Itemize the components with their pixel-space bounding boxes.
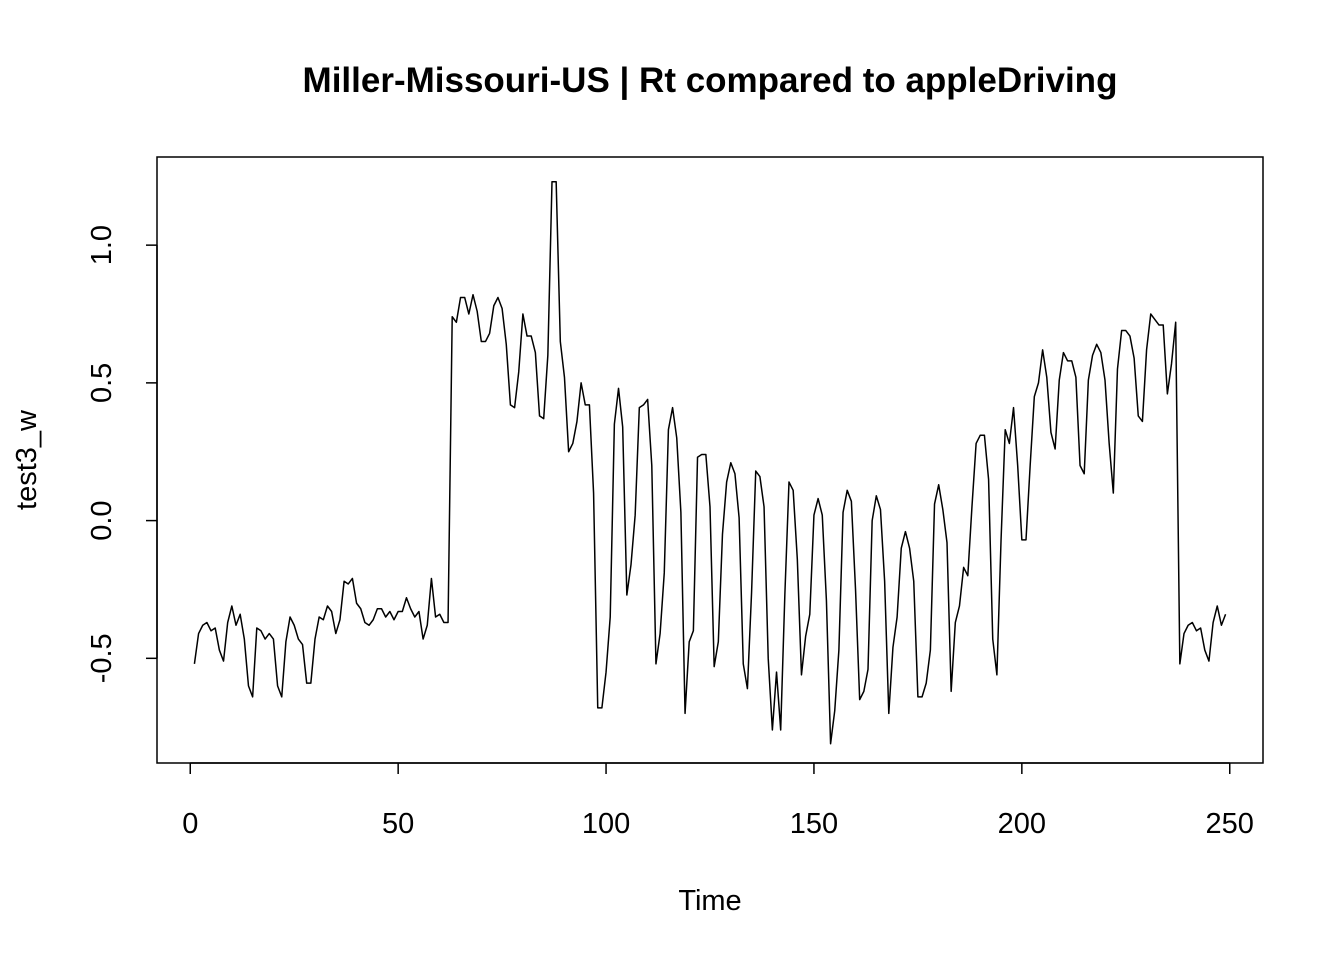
x-tick-label: 200 xyxy=(998,808,1046,840)
x-tick-label: 100 xyxy=(582,808,630,840)
x-tick-label: 250 xyxy=(1206,808,1254,840)
plot-frame xyxy=(156,156,1264,764)
x-axis-label: Time xyxy=(678,885,741,917)
y-tick-label: -0.5 xyxy=(86,633,118,683)
y-tick-label: 0.5 xyxy=(86,363,118,403)
x-axis: 0 50 100 150 200 250 xyxy=(182,762,1254,840)
y-tick-label: 1.0 xyxy=(86,225,118,265)
x-tick-label: 0 xyxy=(182,808,198,840)
series-line-test3-w xyxy=(193,181,1227,745)
y-tick-label: 0.0 xyxy=(86,500,118,540)
y-axis-label: test3_w xyxy=(11,409,43,510)
x-tick-label: 50 xyxy=(382,808,414,840)
chart-title: Miller-Missouri-US | Rt compared to appl… xyxy=(303,61,1118,100)
y-axis: -0.5 0.0 0.5 1.0 xyxy=(86,225,158,683)
x-tick-label: 150 xyxy=(790,808,838,840)
